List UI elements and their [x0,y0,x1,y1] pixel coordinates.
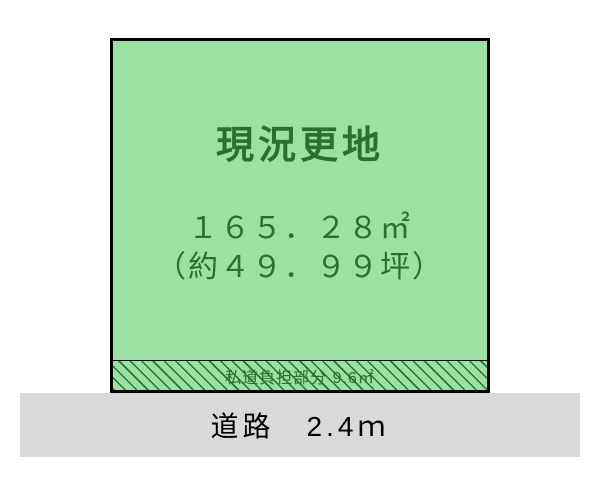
lot-area-group: １６５．２８㎡ （約４９．９９坪） [156,209,444,287]
road-strip: 道路 2.4ｍ [20,393,580,457]
lot-area-tsubo: （約４９．９９坪） [156,248,444,287]
lot-rect: 現況更地 １６５．２８㎡ （約４９．９９坪） 私道負担部分 9.6㎡ [110,38,490,393]
private-road-label: 私道負担部分 9.6㎡ [225,364,375,388]
road-label: 道路 2.4ｍ [211,405,390,445]
lot-main-area: 現況更地 １６５．２８㎡ （約４９．９９坪） [113,41,487,360]
lot-diagram: 道路 2.4ｍ 現況更地 １６５．２８㎡ （約４９．９９坪） 私道負担部分 9.… [0,0,600,500]
lot-area-m2: １６５．２８㎡ [156,209,444,248]
private-road-strip: 私道負担部分 9.6㎡ [113,360,487,390]
lot-title: 現況更地 [216,114,384,169]
